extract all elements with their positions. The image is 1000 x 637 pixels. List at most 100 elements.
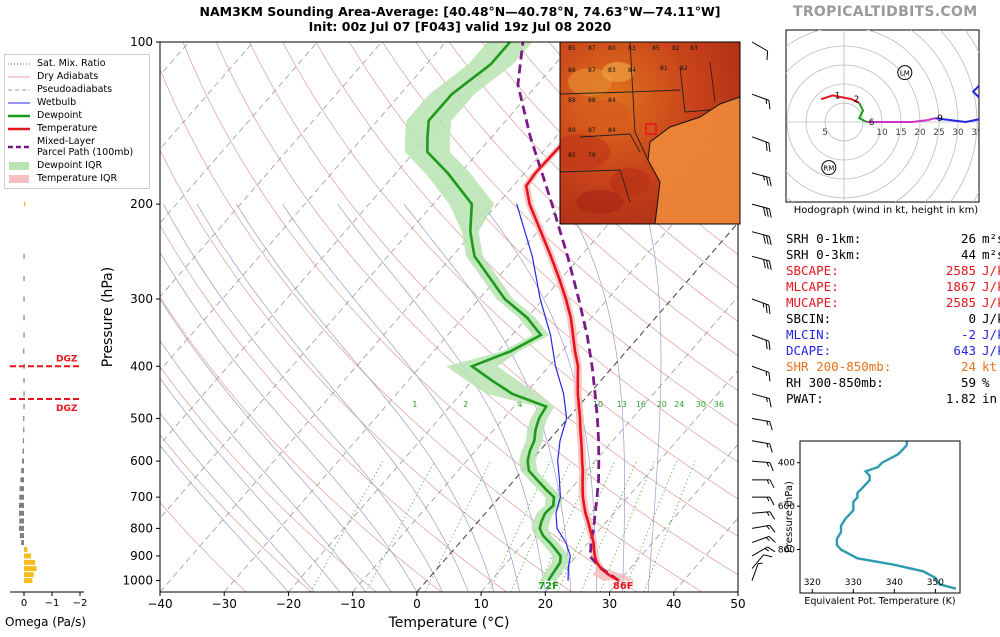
y-axis-label: Pressure (hPa) [100,267,116,367]
map-point-value: 83 [608,67,616,74]
pink-box-icon [7,174,31,184]
omega-bar [23,377,25,383]
stat-unit: m²s⁻² [982,247,1000,262]
pseudoadiabat [160,412,315,592]
map-patch [576,190,624,214]
mixing-ratio-label: 10 [593,400,603,409]
hodograph: 5 10 15 20 25 30 35 1 2 6 9 LM RM [785,29,980,203]
y-tick-label: 200 [130,197,153,211]
dry-adiabat [160,501,247,592]
barb-staff [751,41,768,52]
state-boundary [629,42,636,133]
map-point-value: 85 [568,45,576,52]
blue-line-icon [7,98,31,108]
dry-adiabat [160,149,573,592]
wind-barb [751,255,772,270]
barb-flag [765,207,769,217]
omega-bar [22,458,24,464]
dewpoint-iqr [404,42,569,581]
dry-adiabat [481,42,738,289]
skew-t-plot: 12481013162024303672F86F−40−30−20−100102… [100,35,746,631]
legend-item: Wetbulb [7,96,147,109]
x-tick-label: 50 [730,597,745,611]
thin-red-line-icon [7,72,31,82]
surface-temperature-label: 86F [613,581,634,592]
wind-barb [751,93,771,110]
barb-flag [768,372,771,382]
storm-motion-marker [897,65,913,81]
wind-barb [751,298,771,315]
pseudoadiabat [160,251,418,592]
mixing-ratio-label: 30 [696,400,706,409]
x-tick-label: 10 [473,597,488,611]
barb-half-flag [766,525,770,530]
hodograph-height-label: 6 [869,118,875,128]
omega-tick-label: −2 [73,598,88,609]
barb-staff [751,524,770,529]
omega-bar [23,253,25,259]
wind-barb [751,524,776,533]
omega-bar [23,315,25,321]
barb-flag [768,398,772,408]
barb-flag [765,235,769,245]
dry-adiabat [182,42,703,592]
stat-value: 26 [960,231,976,246]
mixing-ratio-label: 4 [517,400,522,409]
stat-unit: kt [982,359,998,374]
temperature-line [524,42,627,582]
barb-half-flag [758,562,763,565]
stat-value: 2585 [945,263,976,278]
skew-t-frame [159,41,739,593]
barb-half-flag [765,99,768,104]
omega-bar [24,553,31,559]
map-point-value: 83 [690,45,698,52]
brand-logo: TROPICALTIDBITS.COM [793,4,978,20]
barb-flag [765,260,769,270]
map-patch [560,134,610,170]
barb-flag [763,259,766,269]
map-point-value: 79 [588,152,596,159]
stat-value: 0 [968,311,976,326]
map-point-value: 82 [672,45,680,52]
dry-adiabat [160,296,442,592]
dry-adiabat [448,42,738,323]
wind-barbs [751,41,776,581]
barb-half-flag [766,420,769,426]
x-tick-label: −40 [147,597,172,611]
stat-label: SHR 200-850mb: [786,359,892,374]
barb-flag [769,511,776,520]
dry-adiabat [215,42,738,576]
barb-staff [751,172,770,179]
omega-plot: DGZ DGZ 0 −1 −2 Omega (Pa/s) [5,201,88,629]
legend: Sat. Mix. Ratio Dry Adiabats Pseudoadiabat… [4,54,150,189]
green-box-icon [7,161,31,171]
omega-bar [22,438,25,444]
omega-bar [24,559,36,565]
map-point-value: 88 [588,97,596,104]
legend-item: Dewpoint [7,109,147,122]
barb-half-flag [766,511,770,517]
theta-e-x-tick-label: 330 [845,578,862,588]
pseudoadiabat [160,377,341,592]
theta-e-x-tick-label: 340 [886,578,903,588]
storm-motion-label: RM [823,165,834,173]
hodograph-segment [866,117,936,123]
theta-e-line [835,441,957,590]
pseudoadiabat [196,203,469,592]
stat-unit: J/kg [982,263,1000,278]
barb-staff [751,203,770,210]
omega-bar [19,533,24,539]
barb-flag [768,341,771,351]
wetbulb-line [516,203,571,581]
stat-row: SRH 0-3km: 44 m²s⁻² [786,247,1000,263]
map-point-value: 87 [588,127,596,134]
map-point-value: 87 [588,67,596,74]
pseudoadiabat [160,298,392,592]
pseudoadiabat [566,203,625,592]
barb-flag [769,421,773,431]
omega-bar [23,276,25,282]
stat-value: -2 [960,327,976,342]
y-tick-label: 400 [130,359,153,373]
wind-barb [751,562,763,581]
